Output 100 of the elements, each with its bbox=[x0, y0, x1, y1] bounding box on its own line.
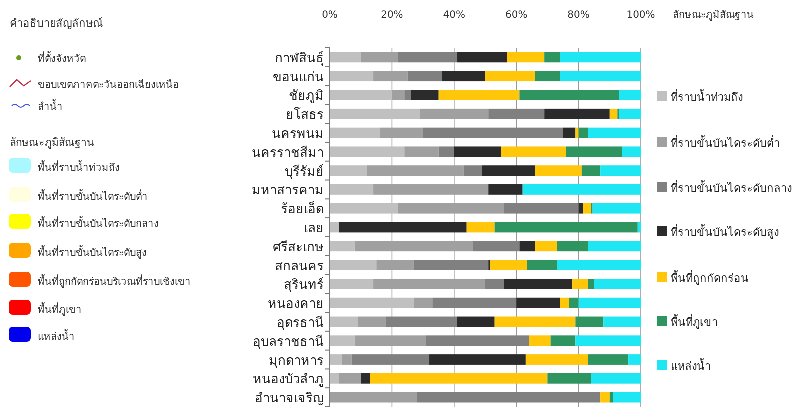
bar bbox=[330, 373, 340, 384]
bar bbox=[550, 336, 576, 346]
bar bbox=[582, 166, 601, 176]
y-tick-label: ร้อยเอ็ด bbox=[281, 200, 324, 218]
bar bbox=[504, 278, 573, 290]
bar bbox=[520, 90, 620, 100]
bar bbox=[588, 241, 641, 252]
bar bbox=[527, 260, 558, 270]
bar bbox=[426, 336, 530, 346]
bar bbox=[638, 222, 641, 233]
bar bbox=[330, 166, 368, 176]
legend-label: ที่ราบขั้นบันไดระดับต่ำ bbox=[671, 135, 780, 150]
y-tick-label: นครราชสีมา bbox=[252, 144, 324, 161]
bar bbox=[544, 108, 610, 120]
bar bbox=[430, 354, 526, 365]
y-tick-label: ยโสธร bbox=[286, 107, 324, 124]
text: พื้นที่ราบขั้นบันไดระดับสูง bbox=[38, 245, 147, 259]
text: พื้นที่ราบน้ำท่วมถึง bbox=[38, 160, 120, 174]
bar bbox=[572, 278, 588, 290]
bar bbox=[563, 128, 576, 138]
bar bbox=[339, 373, 362, 384]
bar bbox=[613, 392, 641, 403]
bar bbox=[410, 90, 439, 100]
bar bbox=[610, 392, 614, 403]
text: พื้นที่ถูกกัดกร่อนบริเวณที่ราบเชิงเขา bbox=[38, 274, 191, 288]
bar bbox=[414, 260, 489, 270]
bar bbox=[423, 128, 564, 138]
bar bbox=[330, 146, 405, 158]
bar bbox=[557, 260, 641, 270]
bar bbox=[330, 203, 398, 214]
bar bbox=[529, 336, 551, 346]
y-tick-label: ขอนแก่น bbox=[273, 70, 324, 86]
bar bbox=[578, 128, 588, 138]
bar bbox=[330, 354, 342, 365]
bar bbox=[600, 166, 641, 176]
bar bbox=[458, 316, 495, 328]
bar bbox=[414, 298, 433, 308]
bar bbox=[576, 316, 604, 328]
text: ลำน้ำ bbox=[38, 99, 63, 113]
y-tick-label: นครพนม bbox=[272, 127, 324, 142]
x-tick-label: 40% bbox=[443, 10, 466, 21]
x-tick-label: 100% bbox=[626, 10, 656, 21]
bar bbox=[622, 146, 641, 158]
bar bbox=[330, 90, 392, 100]
x-tick-label: 60% bbox=[505, 10, 528, 21]
text: ขอบเขตภาคตะวันออกเฉียงเหนือ bbox=[38, 79, 179, 91]
y-tick-label: ชัยภูมิ bbox=[289, 89, 324, 104]
bar bbox=[557, 241, 588, 252]
bar bbox=[578, 298, 641, 308]
legend-title: ลักษณะภูมิสัณฐาน bbox=[673, 10, 754, 21]
bar bbox=[583, 203, 592, 214]
bar bbox=[464, 166, 482, 176]
bar bbox=[486, 71, 536, 82]
bar bbox=[330, 222, 340, 233]
bar bbox=[520, 241, 536, 252]
legend-label: ที่ราบขั้นบันไดระดับสูง bbox=[671, 224, 779, 239]
bar bbox=[490, 260, 528, 270]
bar bbox=[604, 316, 641, 328]
bar bbox=[330, 184, 374, 195]
bar bbox=[330, 128, 380, 138]
text: พื้นที่ราบขั้นบันไดระดับต่ำ bbox=[38, 189, 148, 203]
bar bbox=[417, 392, 601, 403]
bar bbox=[619, 108, 641, 120]
bar bbox=[330, 298, 414, 308]
bar bbox=[339, 222, 467, 233]
text: พื้นที่ราบขั้นบันไดระดับกลาง bbox=[38, 216, 159, 230]
bar bbox=[482, 166, 536, 176]
bar bbox=[330, 316, 358, 328]
y-tick-label: บุรีรัมย์ bbox=[285, 164, 324, 180]
bar bbox=[398, 52, 458, 63]
bar bbox=[548, 373, 592, 384]
y-tick-label: หนองคาย bbox=[268, 297, 324, 312]
bar bbox=[566, 146, 622, 158]
bar bbox=[592, 203, 641, 214]
y-tick-label: มุกดาหาร bbox=[269, 354, 324, 369]
bar bbox=[535, 241, 558, 252]
bar bbox=[594, 278, 641, 290]
bar bbox=[628, 354, 641, 365]
bar bbox=[361, 373, 370, 384]
bar bbox=[486, 278, 504, 290]
bar bbox=[588, 354, 629, 365]
bar bbox=[408, 71, 442, 82]
bar bbox=[560, 71, 641, 82]
bar bbox=[588, 278, 594, 290]
x-tick-label: 20% bbox=[381, 10, 404, 21]
bar bbox=[466, 222, 495, 233]
bar bbox=[494, 222, 638, 233]
bar bbox=[535, 166, 582, 176]
bar bbox=[342, 354, 352, 365]
bar bbox=[358, 316, 386, 328]
y-tick-label: สุรินทร์ bbox=[284, 277, 324, 294]
y-tick-label: อุบลราชธานี bbox=[253, 334, 324, 350]
legend-label: พื้นที่ถูกกัดกร่อน bbox=[671, 270, 749, 285]
bar bbox=[370, 373, 548, 384]
bar bbox=[600, 392, 610, 403]
text: ที่ตั้งจังหวัด bbox=[38, 51, 86, 65]
x-tick-label: 80% bbox=[568, 10, 590, 21]
y-tick-label: เลย bbox=[304, 222, 324, 236]
bar bbox=[488, 184, 523, 195]
bar bbox=[330, 260, 377, 270]
